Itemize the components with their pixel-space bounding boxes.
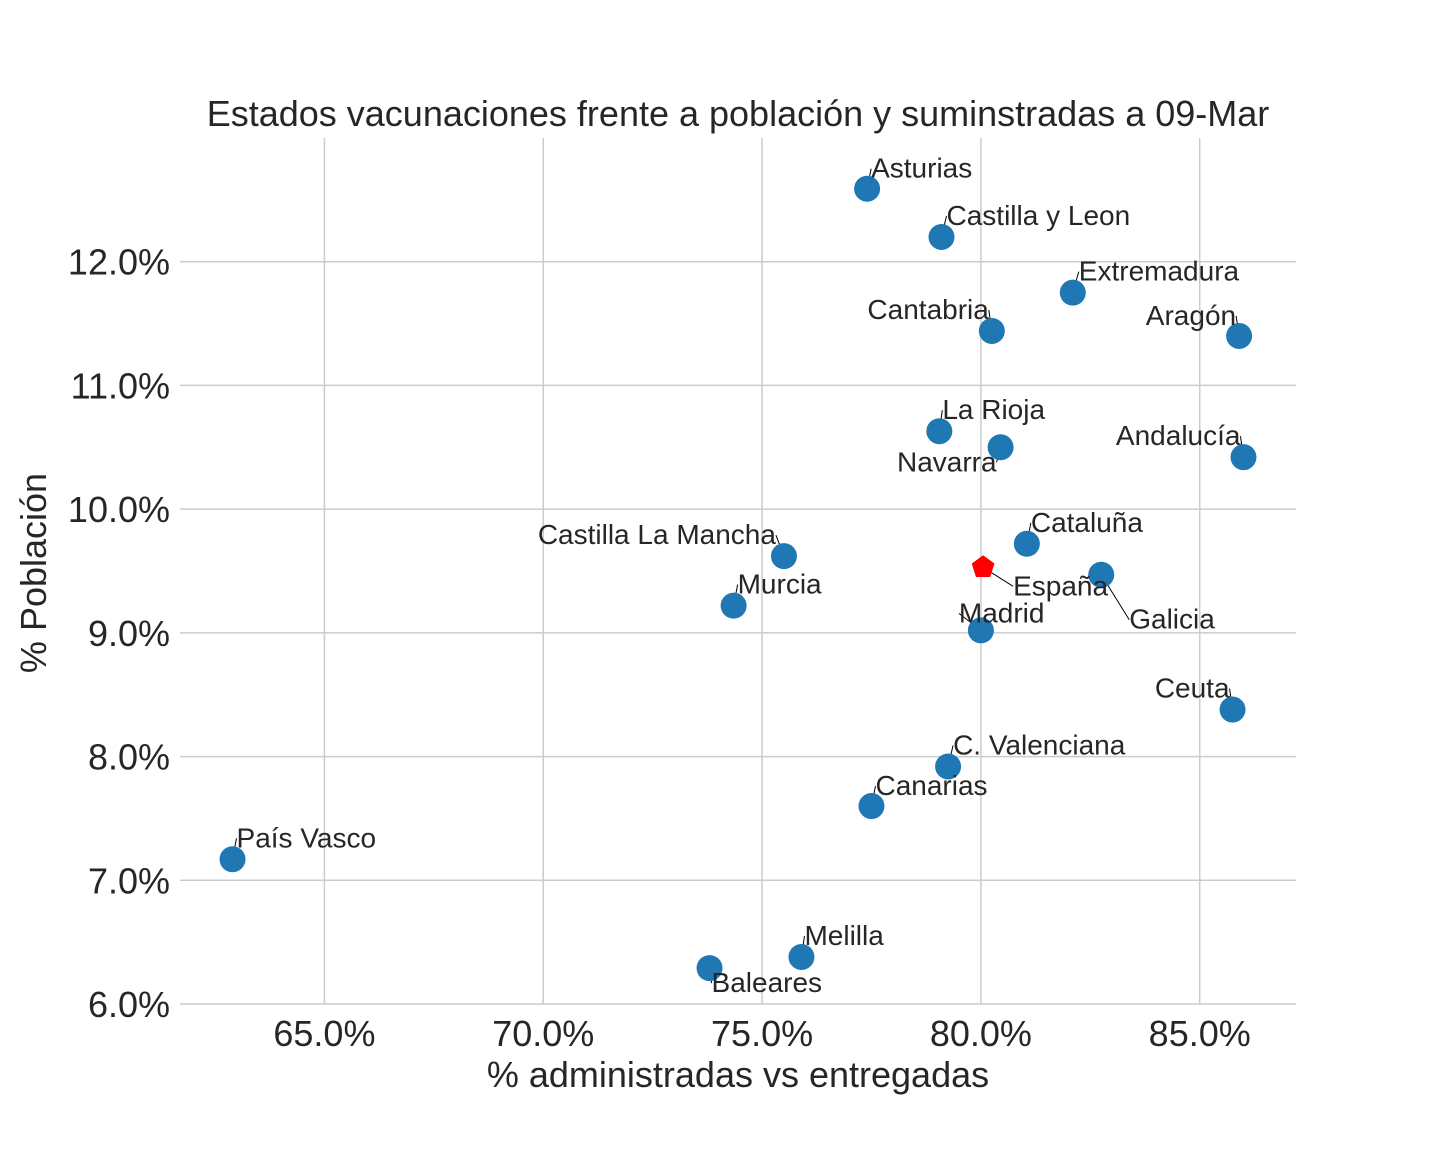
- point-melilla: [788, 943, 815, 970]
- point-c-valenciana: [935, 753, 962, 780]
- chart-title: Estados vacunaciones frente a población …: [207, 93, 1270, 134]
- grid: [180, 138, 1296, 1005]
- y-tick-label: 8.0%: [88, 737, 170, 778]
- point-label-madrid: Madrid: [959, 597, 1045, 628]
- point-cantabria: [978, 317, 1005, 344]
- point-label-murcia: Murcia: [738, 569, 822, 600]
- tick-labels: 65.0% 70.0% 75.0% 80.0% 85.0% 6.0% 7.0% 8.0% 9.0…: [68, 242, 1251, 1054]
- point-label-aragon: Aragón: [1146, 300, 1236, 331]
- point-label-baleares: Baleares: [712, 967, 823, 998]
- point-navarra: [987, 434, 1014, 461]
- point-canarias: [858, 793, 885, 820]
- point-label-cantabria: Cantabria: [867, 294, 989, 325]
- y-tick-label: 11.0%: [71, 365, 170, 406]
- x-tick-label: 75.0%: [711, 1013, 813, 1054]
- point-la-rioja: [926, 418, 953, 445]
- point-label-espana: España: [1013, 570, 1108, 601]
- point-castilla-y-leon: [928, 223, 955, 250]
- point-labels: Asturias Castilla y Leon Extremadura Cantab…: [237, 153, 1241, 998]
- point-label-cataluna: Cataluña: [1031, 507, 1144, 538]
- point-cataluna: [1013, 530, 1040, 557]
- point-label-canarias: Canarias: [875, 770, 987, 801]
- x-tick-label: 80.0%: [930, 1013, 1032, 1054]
- point-espana: [971, 555, 995, 577]
- point-label-asturias: Asturias: [871, 153, 972, 184]
- x-tick-label: 85.0%: [1149, 1013, 1251, 1054]
- point-andalucia: [1230, 444, 1257, 471]
- y-tick-label: 12.0%: [68, 242, 170, 283]
- y-tick-label: 6.0%: [88, 984, 170, 1025]
- point-castilla-la-mancha: [770, 543, 797, 570]
- point-label-c-valenciana: C. Valenciana: [953, 729, 1126, 760]
- y-tick-label: 7.0%: [88, 860, 170, 901]
- point-pais-vasco: [219, 846, 246, 873]
- point-asturias: [854, 175, 881, 202]
- point-label-ceuta: Ceuta: [1155, 673, 1230, 704]
- x-axis-label: % administradas vs entregadas: [487, 1054, 989, 1095]
- y-tick-label: 10.0%: [68, 489, 170, 530]
- point-label-melilla: Melilla: [804, 920, 884, 951]
- point-murcia: [720, 592, 747, 619]
- x-tick-label: 70.0%: [492, 1013, 594, 1054]
- x-tick-label: 65.0%: [273, 1013, 375, 1054]
- y-axis-label: % Población: [13, 473, 54, 673]
- point-label-galicia: Galicia: [1129, 604, 1215, 635]
- point-label-pais-vasco: País Vasco: [237, 822, 377, 853]
- point-label-navarra: Navarra: [897, 446, 997, 477]
- point-extremadura: [1059, 279, 1086, 306]
- point-madrid: [967, 617, 994, 644]
- point-ceuta: [1219, 696, 1246, 723]
- point-label-castilla-la-mancha: Castilla La Mancha: [538, 519, 777, 550]
- y-tick-label: 9.0%: [88, 613, 170, 654]
- point-galicia: [1088, 561, 1115, 588]
- point-label-castilla-y-leon: Castilla y Leon: [947, 200, 1131, 231]
- data-points: [219, 175, 1257, 982]
- point-label-extremadura: Extremadura: [1079, 256, 1240, 287]
- point-label-la-rioja: La Rioja: [942, 394, 1045, 425]
- point-aragon: [1226, 322, 1253, 349]
- point-baleares: [696, 955, 723, 982]
- point-label-andalucia: Andalucía: [1116, 420, 1241, 451]
